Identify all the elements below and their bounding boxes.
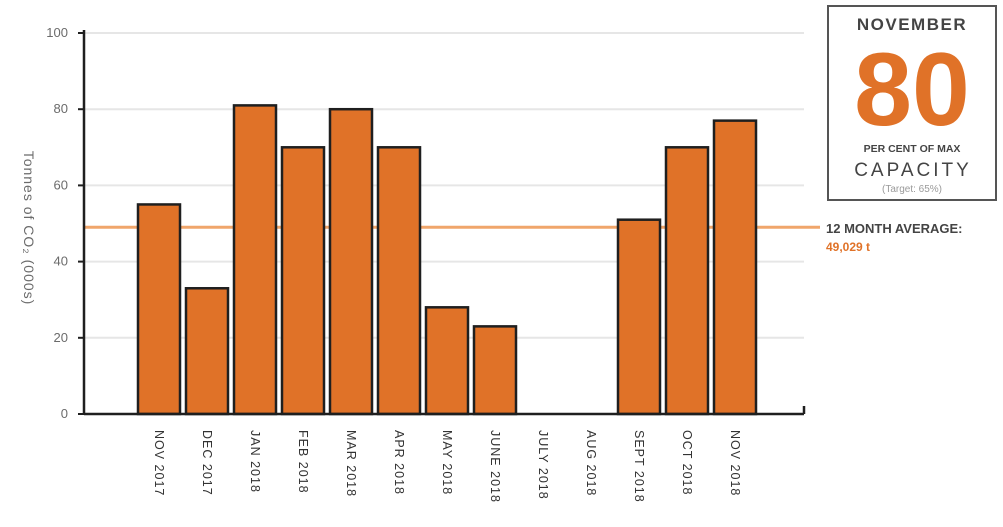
- y-tick-label: 40: [54, 254, 68, 269]
- y-tick-label: 100: [46, 25, 68, 40]
- callout-target: (Target: 65%): [882, 184, 942, 195]
- bar: [136, 203, 182, 416]
- x-tick-label: JULY 2018: [536, 430, 550, 500]
- y-tick-labels: 0 20 40 60 80 100: [46, 25, 84, 421]
- y-tick-label: 0: [61, 406, 68, 421]
- bar: [616, 218, 662, 416]
- callout-subtitle: PER CENT OF MAX: [864, 143, 961, 155]
- bar: [712, 119, 758, 416]
- y-tick-label: 20: [54, 330, 68, 345]
- callout-box: [827, 5, 997, 201]
- bar: [376, 146, 422, 416]
- bar: [328, 107, 374, 416]
- x-tick-label: SEPT 2018: [632, 430, 646, 503]
- y-axis-label: Tonnes of CO₂ (000s): [21, 151, 37, 306]
- x-tick-label: JUNE 2018: [488, 430, 502, 503]
- x-tick-label: FEB 2018: [296, 430, 310, 494]
- x-tick-label: OCT 2018: [680, 430, 694, 495]
- x-tick-label: MAR 2018: [344, 430, 358, 497]
- callout-caption: CAPACITY: [854, 160, 972, 181]
- bars: [136, 104, 758, 416]
- axes: [82, 30, 806, 416]
- average-value: 49,029 t: [826, 240, 870, 254]
- bar: [184, 287, 230, 416]
- x-tick-labels: NOV 2017 DEC 2017 JAN 2018 FEB 2018 MAR 2018…: [152, 430, 742, 503]
- bar: [472, 325, 518, 416]
- bar: [280, 146, 326, 416]
- bar: [664, 146, 710, 416]
- y-tick-label: 60: [54, 177, 68, 192]
- bar: [424, 306, 470, 416]
- x-tick-label: NOV 2017: [152, 430, 166, 496]
- y-tick-label: 80: [54, 101, 68, 116]
- x-tick-label: DEC 2017: [200, 430, 214, 496]
- x-tick-label: AUG 2018: [584, 430, 598, 496]
- callout-month: NOVEMBER: [857, 15, 967, 34]
- callout-value: 80: [854, 32, 970, 148]
- x-tick-label: MAY 2018: [440, 430, 454, 495]
- x-tick-label: NOV 2018: [728, 430, 742, 496]
- x-tick-label: JAN 2018: [248, 430, 262, 493]
- x-tick-label: APR 2018: [392, 430, 406, 495]
- average-label: 12 MONTH AVERAGE:: [826, 221, 963, 236]
- bar: [232, 104, 278, 416]
- capacity-callout: NOVEMBER 80 PER CENT OF MAX CAPACITY (Ta…: [827, 5, 997, 201]
